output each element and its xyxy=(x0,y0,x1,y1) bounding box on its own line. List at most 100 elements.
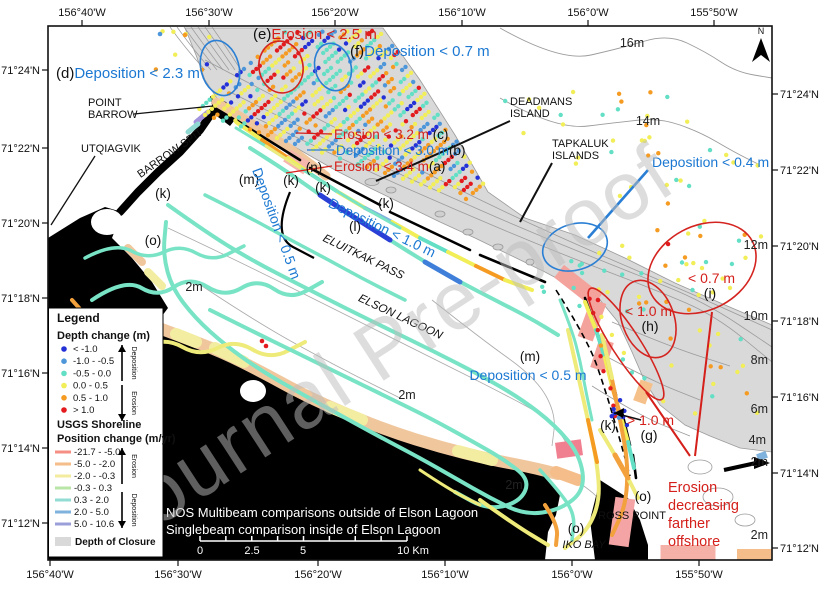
depth-change-dot xyxy=(438,142,443,148)
depth-change-dot xyxy=(368,128,373,133)
depth-change-dot xyxy=(331,95,337,101)
depth-change-dot xyxy=(699,265,705,271)
depth-change-dot xyxy=(340,132,345,137)
depth-change-dot xyxy=(467,160,472,165)
depth-change-dot xyxy=(669,363,674,368)
depth-change-dot xyxy=(379,52,385,58)
depth-change-dot xyxy=(474,187,479,192)
depth-change-dot xyxy=(367,140,372,146)
annotation-label: < 1.0 m xyxy=(625,303,672,319)
depth-change-dot xyxy=(362,68,367,73)
depth-change-dot xyxy=(656,151,661,156)
depth-change-dot xyxy=(250,103,255,108)
shoreline-change-patch xyxy=(554,264,602,308)
depth-change-dot xyxy=(215,112,220,117)
depth-change-dot xyxy=(437,154,442,160)
legend-item-label: 0.5 - 1.0 xyxy=(73,393,108,404)
contour-label: 2m xyxy=(751,455,768,469)
depth-change-dot xyxy=(345,29,350,34)
depth-change-dot xyxy=(391,86,397,91)
depth-change-dot xyxy=(324,135,329,140)
depth-change-dot xyxy=(384,158,389,163)
depth-change-dot xyxy=(418,127,423,133)
depth-change-dot xyxy=(364,164,370,170)
legend-item-label: 0.3 - 2.0 xyxy=(74,495,109,506)
depth-change-dot xyxy=(273,60,278,65)
map-label: Deposition < 0.5 m xyxy=(469,367,586,383)
coastline-arc xyxy=(555,289,631,477)
depth-change-dot xyxy=(418,182,424,187)
depth-change-dot xyxy=(356,95,361,100)
depth-change-dot xyxy=(410,146,415,151)
depth-change-dot xyxy=(357,149,362,155)
depth-change-dot xyxy=(415,97,420,103)
depth-change-dot xyxy=(389,110,394,115)
annotation-label: Erosion < 3.2 m (c) xyxy=(334,127,448,142)
map-label: IKO BAY xyxy=(562,539,606,551)
depth-change-dot xyxy=(378,31,384,37)
depth-change-dot xyxy=(204,62,210,67)
depth-change-dot xyxy=(541,289,547,294)
bathymetric-contour xyxy=(591,385,691,437)
depth-change-dot xyxy=(278,132,283,138)
shoreline-change-band xyxy=(452,445,498,466)
depth-change-dot xyxy=(600,112,605,118)
depth-change-dot xyxy=(327,44,333,49)
map-label: (k) xyxy=(378,196,394,211)
depth-change-dot xyxy=(468,181,473,186)
annotation-ellipse xyxy=(258,40,304,94)
depth-change-dot xyxy=(595,297,601,303)
depth-change-dot xyxy=(443,127,448,132)
contour-label: 2m xyxy=(505,478,522,492)
map-label: UTQIAGVIK xyxy=(81,143,142,155)
depth-change-dot xyxy=(362,155,368,161)
depth-change-dot xyxy=(243,109,248,114)
depth-change-dot xyxy=(270,84,276,90)
depth-change-dot xyxy=(317,141,323,146)
depth-change-dot xyxy=(288,36,293,41)
depth-change-dot xyxy=(297,93,303,98)
depth-change-dot xyxy=(432,115,437,121)
depth-change-dot xyxy=(283,84,288,89)
depth-change-dot xyxy=(624,422,630,428)
depth-change-dot xyxy=(417,140,422,145)
small-island xyxy=(364,178,380,186)
shoreline-change-patch xyxy=(608,496,636,548)
depth-change-dot xyxy=(738,337,743,342)
depth-change-dot xyxy=(404,85,409,91)
caption-line: Singlebeam comparison inside of Elson La… xyxy=(166,522,441,537)
depth-change-dot xyxy=(370,50,376,55)
depth-change-dot xyxy=(396,104,401,109)
legend-dot-swatch xyxy=(61,370,67,377)
depth-change-dot xyxy=(405,106,410,112)
depth-change-dot xyxy=(698,233,703,239)
depth-change-dot xyxy=(399,101,404,106)
canyon-contour xyxy=(176,26,212,71)
depth-change-dot xyxy=(252,112,257,117)
depth-change-dot xyxy=(431,148,436,154)
map-label: (m) xyxy=(520,349,540,364)
axis-label-lat: 71°20'N xyxy=(1,218,40,230)
depth-change-dot xyxy=(333,50,338,55)
depth-change-dot xyxy=(392,140,397,145)
annotation-text: Erosion < 2.5 m xyxy=(271,26,376,43)
depth-change-dot xyxy=(330,53,335,58)
depth-change-dot xyxy=(328,65,334,71)
depth-change-dot xyxy=(321,71,327,77)
depth-change-dot xyxy=(439,163,444,169)
depth-change-dot xyxy=(291,120,297,126)
depth-change-dot xyxy=(411,134,416,139)
depth-change-dot xyxy=(609,332,615,338)
depth-change-dot xyxy=(426,109,431,115)
depth-change-dot xyxy=(690,287,695,293)
depth-change-dot xyxy=(315,99,321,104)
depth-change-dot xyxy=(720,276,725,281)
depth-change-dot xyxy=(334,71,339,77)
depth-change-dot xyxy=(384,125,389,130)
depth-change-dot xyxy=(279,87,285,92)
depth-change-dot xyxy=(153,67,159,72)
depth-change-dot xyxy=(616,91,622,97)
depth-change-dot xyxy=(331,129,336,134)
legend-dot-swatch xyxy=(61,358,67,365)
small-island xyxy=(492,243,504,251)
